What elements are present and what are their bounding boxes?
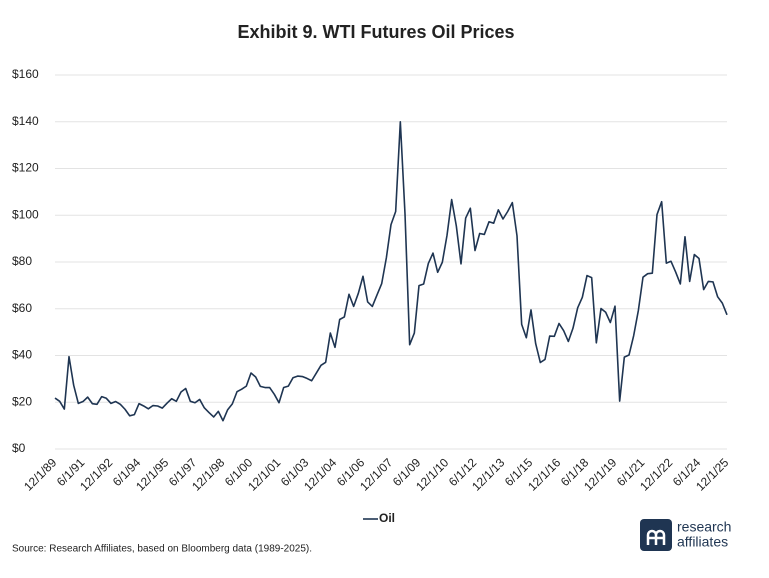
logo-text: research <box>677 519 731 535</box>
y-tick-label: $20 <box>12 394 32 408</box>
series-line <box>54 120 728 422</box>
y-tick-label: $140 <box>12 114 39 128</box>
logo-text: affiliates <box>677 534 728 550</box>
legend-label: Oil <box>379 511 395 525</box>
source-note: Source: Research Affiliates, based on Bl… <box>12 544 312 555</box>
y-tick-label: $60 <box>12 301 32 315</box>
y-tick-label: $100 <box>12 207 39 221</box>
y-tick-label: $40 <box>12 348 32 362</box>
chart-title: Exhibit 9. WTI Futures Oil Prices <box>237 22 514 42</box>
y-tick-label: $0 <box>12 441 26 455</box>
y-tick-label: $160 <box>12 67 39 81</box>
x-tick-label: 12/1/89 <box>21 455 59 493</box>
y-tick-label: $80 <box>12 254 32 268</box>
logo-glyph <box>646 529 666 545</box>
y-tick-label: $120 <box>12 161 39 175</box>
logo: research affiliates <box>640 519 731 551</box>
